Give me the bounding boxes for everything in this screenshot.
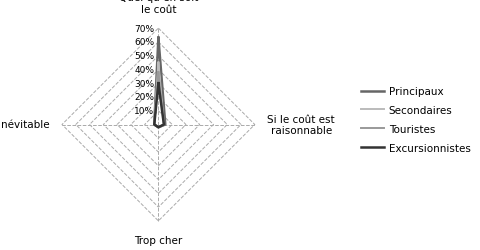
Text: 40%: 40% [134, 66, 155, 74]
Text: 20%: 20% [134, 93, 155, 102]
Text: 50%: 50% [134, 52, 155, 61]
Text: 60%: 60% [134, 38, 155, 47]
Legend: Principaux, Secondaires, Touristes, Excursionnistes: Principaux, Secondaires, Touristes, Excu… [357, 83, 475, 157]
Text: Si le coût est
raisonnable: Si le coût est raisonnable [267, 114, 335, 136]
Text: 10%: 10% [134, 107, 155, 116]
Text: 70%: 70% [134, 24, 155, 34]
Text: 30%: 30% [134, 80, 155, 88]
Text: Inévitable: Inévitable [0, 120, 49, 130]
Text: Trop cher: Trop cher [134, 236, 182, 245]
Text: Quel qu’en soit
le coût: Quel qu’en soit le coût [119, 0, 198, 14]
